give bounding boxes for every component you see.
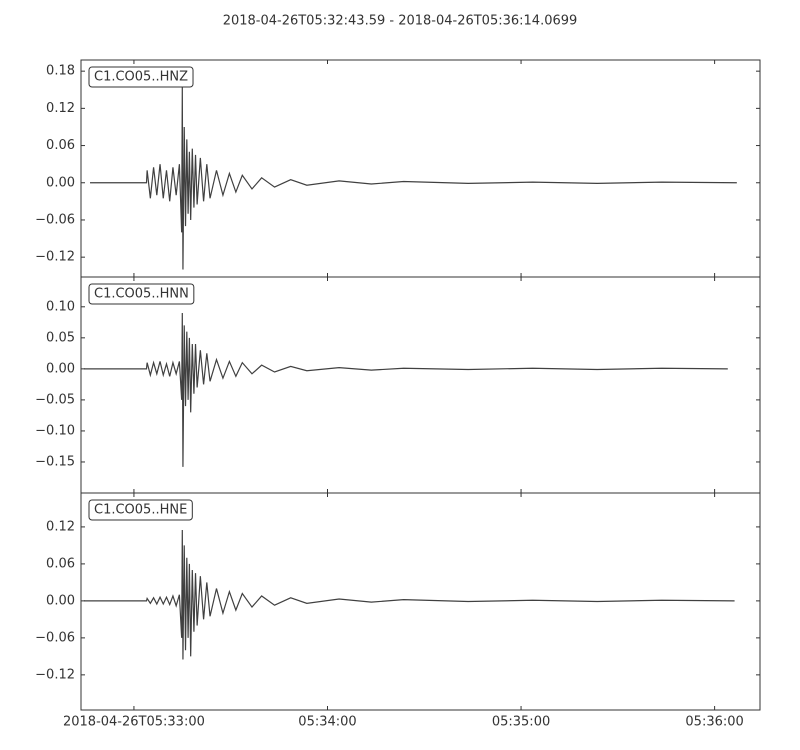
x-tick-label: 2018-04-26T05:33:00 [63,715,205,730]
x-tick-label: 05:36:00 [685,715,743,730]
y-tick-label: 0.10 [46,299,75,314]
trace [90,86,737,270]
y-tick-label: −0.12 [35,667,75,682]
legend-label: C1.CO05..HNE [94,503,187,518]
y-tick-label: −0.15 [35,454,75,469]
x-tick-label: 05:34:00 [298,715,356,730]
trace [83,529,735,660]
x-tick-label: 05:35:00 [492,715,550,730]
y-tick-label: 0.00 [46,175,75,190]
y-tick-label: 0.12 [46,519,75,534]
y-tick-label: 0.00 [46,361,75,376]
y-tick-label: −0.12 [35,250,75,265]
y-tick-label: 0.06 [46,556,75,571]
legend-box [88,283,195,305]
y-tick-label: −0.06 [35,212,75,227]
y-tick-label: −0.10 [35,423,75,438]
legend-box [88,499,193,521]
y-tick-label: 0.05 [46,330,75,345]
y-tick-label: 0.00 [46,593,75,608]
plot-frame [80,492,761,711]
chart-title: 2018-04-26T05:32:43.59 - 2018-04-26T05:3… [223,14,578,29]
y-tick-label: −0.05 [35,392,75,407]
trace [83,312,728,467]
legend-box [88,66,194,88]
y-tick-label: −0.06 [35,630,75,645]
legend-label: C1.CO05..HNZ [94,70,188,85]
y-tick-label: 0.18 [46,64,75,79]
y-tick-label: 0.12 [46,101,75,116]
legend-label: C1.CO05..HNN [94,287,189,302]
y-tick-label: 0.06 [46,138,75,153]
